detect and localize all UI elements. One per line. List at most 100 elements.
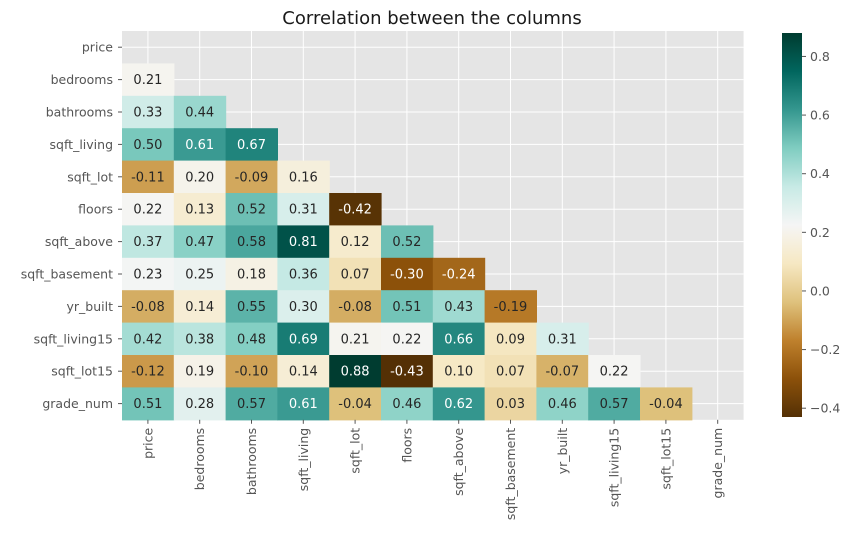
cell-value-label: 0.09 [496, 332, 525, 347]
cell-value-label: 0.18 [237, 268, 266, 283]
cell-value-label: 0.14 [185, 300, 214, 315]
cell-value-label: 0.55 [237, 300, 266, 315]
cell-value-label: 0.58 [237, 235, 266, 250]
heatmap-cell [588, 355, 641, 388]
cell-value-label: 0.23 [133, 268, 162, 283]
cell-value-label: -0.10 [235, 365, 269, 380]
x-tick-label: bathrooms [244, 428, 259, 495]
heatmap-cell [536, 387, 589, 421]
colorbar-tick-label: 0.6 [810, 108, 830, 123]
colorbar-tick-label: 0.4 [810, 166, 830, 181]
heatmap-cell [277, 355, 330, 388]
cell-value-label: 0.33 [133, 106, 162, 121]
heatmap-cell [329, 225, 382, 259]
cell-value-label: 0.42 [133, 332, 162, 347]
x-tick-label: floors [399, 428, 414, 463]
cell-value-label: -0.19 [494, 300, 528, 315]
cell-value-label: 0.10 [444, 365, 473, 380]
y-tick-label: yr_built [67, 299, 114, 314]
x-tick-label: grade_num [710, 428, 725, 499]
heatmap-cell [381, 290, 434, 324]
cell-value-label: 0.13 [185, 203, 214, 218]
cell-value-label: 0.21 [133, 73, 162, 88]
heatmap-cell [122, 95, 175, 129]
heatmap-cell [329, 322, 382, 356]
cell-value-label: 0.22 [600, 365, 629, 380]
heatmap-cell [381, 322, 434, 356]
heatmap-cell [277, 290, 330, 324]
heatmap-cell [225, 257, 278, 291]
x-tick-label: sqft_above [451, 427, 466, 495]
heatmap-cell [122, 257, 175, 291]
y-tick-label: sqft_basement [21, 267, 113, 282]
heatmap-cell [122, 63, 175, 97]
cell-value-label: -0.43 [390, 365, 424, 380]
heatmap-cell [484, 290, 537, 324]
heatmap-cell [484, 387, 537, 421]
heatmap-cell [432, 290, 486, 324]
cell-value-label: 0.69 [289, 332, 318, 347]
x-tick-label: bedrooms [192, 428, 207, 490]
cell-value-label: 0.31 [548, 332, 577, 347]
heatmap-cell [225, 193, 278, 226]
heatmap-cell [277, 160, 330, 194]
cell-value-label: 0.52 [392, 235, 421, 250]
colorbar: −0.4 −0.2 0.0 0.2 0.4 0.6 0.8 [782, 33, 840, 417]
heatmap-cell [277, 225, 330, 259]
y-tick-label: sqft_lot [67, 169, 113, 184]
heatmap-cell [381, 257, 434, 291]
cell-value-label: 0.88 [341, 365, 370, 380]
cell-value-label: -0.24 [442, 268, 476, 283]
heatmap-cell [173, 387, 227, 421]
heatmap-cell [225, 160, 278, 194]
cell-value-label: 0.57 [600, 397, 629, 412]
heatmap-cell [225, 225, 278, 259]
cell-value-label: 0.31 [289, 203, 318, 218]
cell-value-label: 0.12 [341, 235, 370, 250]
cell-value-label: 0.46 [548, 397, 577, 412]
heatmap-cell [381, 355, 434, 388]
colorbar-tick-label: 0.8 [810, 49, 830, 64]
heatmap-cell [432, 355, 486, 388]
cell-value-label: 0.20 [185, 170, 214, 185]
cell-value-label: 0.25 [185, 268, 214, 283]
colorbar-tick-label: 0.0 [810, 283, 830, 298]
heatmap-cell [173, 193, 227, 226]
cell-value-label: -0.12 [131, 365, 165, 380]
x-tick-label: sqft_basement [503, 428, 518, 520]
cell-value-label: 0.36 [289, 268, 318, 283]
colorbar-tick-label: −0.4 [810, 401, 840, 416]
heatmap-cell [122, 160, 175, 194]
cell-value-label: -0.08 [338, 300, 372, 315]
heatmap-cell [225, 128, 278, 162]
cell-value-label: 0.50 [133, 138, 162, 153]
cell-value-label: -0.30 [390, 268, 424, 283]
heatmap-cell [173, 128, 227, 162]
colorbar-tick-label: −0.2 [810, 342, 840, 357]
cell-value-label: 0.62 [444, 397, 473, 412]
cell-value-label: 0.22 [133, 203, 162, 218]
cell-value-label: 0.81 [289, 235, 318, 250]
cell-value-label: -0.04 [649, 397, 683, 412]
heatmap-cell [122, 193, 175, 226]
y-tick-label: bathrooms [46, 105, 113, 120]
cell-value-label: 0.52 [237, 203, 266, 218]
cell-value-label: 0.48 [237, 332, 266, 347]
cell-value-label: -0.11 [131, 170, 165, 185]
heatmap-cell [122, 355, 175, 388]
cell-value-label: 0.30 [289, 300, 318, 315]
heatmap-cell [173, 95, 227, 129]
y-tick-label: sqft_above [45, 234, 113, 249]
heatmap-cell [329, 257, 382, 291]
cell-value-label: 0.28 [185, 397, 214, 412]
cell-value-label: 0.67 [237, 138, 266, 153]
plot-area: 0.21 0.33 0.44 0.50 0.61 0.67 -0.11 0.20 -0.09 0.… [21, 31, 744, 520]
heatmap-cell [122, 225, 175, 259]
x-tick-label: sqft_lot [348, 428, 363, 474]
heatmap-cell [536, 322, 589, 356]
cell-value-label: 0.37 [133, 235, 162, 250]
cell-value-label: 0.47 [185, 235, 214, 250]
y-tick-label: sqft_lot15 [51, 364, 113, 379]
colorbar-gradient [782, 33, 802, 417]
